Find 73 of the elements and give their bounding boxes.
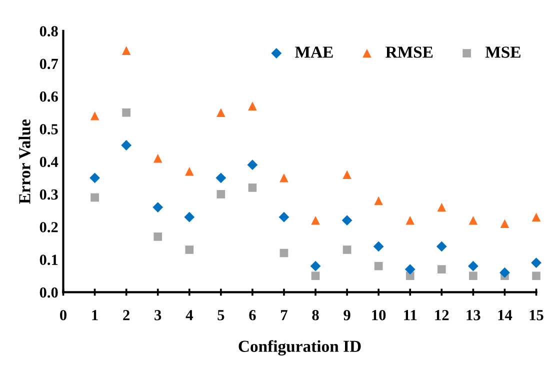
point <box>216 172 226 184</box>
point <box>90 193 99 202</box>
y-tick-label: 0.6 <box>40 91 58 102</box>
point <box>152 202 164 212</box>
x-axis-title: Configuration ID <box>238 340 361 356</box>
y-tick-label: 0.4 <box>40 156 58 168</box>
point <box>311 216 320 225</box>
point <box>248 102 257 110</box>
point <box>468 260 478 272</box>
point <box>122 46 131 55</box>
point <box>122 108 130 117</box>
point <box>185 246 194 254</box>
y-tick-label: 0.8 <box>40 26 58 36</box>
point <box>90 111 100 120</box>
point <box>154 232 162 241</box>
point <box>532 212 541 222</box>
point <box>532 272 540 280</box>
point <box>121 140 132 150</box>
point <box>374 262 383 270</box>
point <box>342 170 352 180</box>
point <box>153 154 162 163</box>
x-tick-label: 0 <box>60 310 66 320</box>
legend-label: MSE <box>485 46 520 58</box>
x-tick-label: 9 <box>344 310 350 320</box>
point <box>406 216 415 225</box>
x-tick-label: 5 <box>218 310 224 320</box>
point <box>310 260 321 272</box>
x-tick-label: 15 <box>530 310 544 320</box>
x-tick-label: 4 <box>186 310 193 320</box>
y-tick-label: 0.7 <box>40 58 58 70</box>
legend-label: MAE <box>295 46 333 58</box>
y-tick-label: 0.5 <box>40 124 58 134</box>
point <box>468 216 478 225</box>
x-tick-label: 10 <box>372 310 386 320</box>
y-tick-label: 0.1 <box>40 254 58 266</box>
x-tick-label: 13 <box>466 310 480 320</box>
x-tick-label: 1 <box>92 310 98 320</box>
x-tick-label: 11 <box>404 310 417 320</box>
point <box>531 258 542 268</box>
point <box>436 241 447 252</box>
legend-label: RMSE <box>386 46 433 58</box>
point <box>404 264 416 275</box>
point <box>184 212 195 222</box>
point <box>247 160 258 170</box>
point <box>373 241 384 252</box>
point <box>216 190 226 198</box>
x-tick-label: 8 <box>312 310 319 320</box>
point <box>278 212 290 222</box>
y-tick-label: 0.3 <box>40 189 58 200</box>
point <box>184 166 194 176</box>
x-tick-label: 12 <box>435 310 449 320</box>
point <box>500 267 510 278</box>
x-tick-label: 3 <box>154 310 162 320</box>
point <box>216 108 226 117</box>
point <box>90 172 100 184</box>
point <box>342 215 352 226</box>
x-tick-label: 2 <box>123 310 130 320</box>
y-axis-title: Error Value <box>18 119 30 204</box>
y-tick-label: 0.2 <box>40 222 58 232</box>
point <box>374 196 383 206</box>
point <box>280 174 288 182</box>
y-tick-label: 0.0 <box>40 287 58 298</box>
point <box>311 272 320 280</box>
point <box>248 184 257 192</box>
point <box>342 246 352 254</box>
point <box>469 272 478 280</box>
point <box>500 219 510 228</box>
x-tick-label: 7 <box>281 310 288 320</box>
x-tick-label: 14 <box>498 310 512 320</box>
point <box>437 202 446 212</box>
point <box>437 265 446 274</box>
point <box>280 248 288 258</box>
x-tick-label: 6 <box>249 310 256 320</box>
